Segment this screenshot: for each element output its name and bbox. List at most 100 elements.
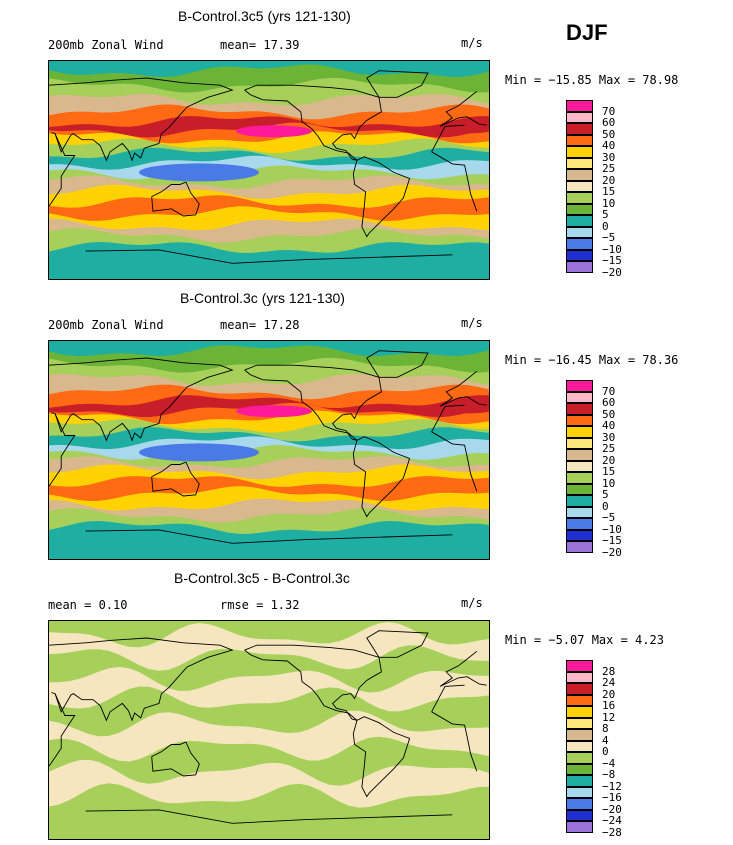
colorbar-main-label: −5 — [602, 231, 616, 244]
season-label: DJF — [566, 20, 608, 45]
colorbar-main-label: −10 — [602, 522, 622, 536]
colorbar-main-swatch — [566, 414, 593, 426]
colorbar-main-swatch — [566, 380, 593, 392]
colorbar-diff-label: −4 — [602, 756, 616, 770]
colorbar-main-label: 25 — [602, 162, 616, 175]
colorbar-main-label: 50 — [602, 127, 616, 141]
colorbar-diff-label: 4 — [602, 733, 609, 747]
colorbar-main-swatch — [566, 180, 593, 192]
easterly-region — [139, 163, 259, 182]
colorbar-main-label: 10 — [602, 476, 616, 490]
coastline — [366, 630, 429, 658]
panel-2-map — [48, 340, 490, 560]
map-canvas — [49, 61, 489, 279]
colorbar-main-swatch — [566, 249, 593, 261]
colorbar-main-label: −10 — [602, 242, 622, 256]
colorbar-main-swatch — [566, 169, 593, 181]
panel-3-minmax: Min = −5.07 Max = 4.23 — [505, 633, 664, 647]
colorbar-main-swatch — [566, 146, 593, 158]
colorbar-main-swatch — [566, 192, 593, 204]
colorbar-main-label: 60 — [602, 116, 616, 129]
panel-1-colorbar: 70 60 50 40 30 25 20 15 10 5 0 −5 −10 −15 −20 — [566, 100, 646, 280]
coastline — [366, 350, 429, 378]
panel-2-units: m/s — [461, 316, 483, 330]
panel-2-title: B-Control.3c (yrs 121-130) — [180, 290, 345, 306]
jet-maximum — [236, 405, 312, 418]
colorbar-main-label: −20 — [602, 545, 622, 559]
colorbar-main-swatch — [566, 226, 593, 238]
coastline — [151, 181, 200, 217]
colorbar-main-swatch — [566, 391, 593, 403]
colorbar-diff-swatch — [566, 786, 593, 798]
colorbar-diff-swatch — [566, 763, 593, 775]
coastline — [151, 461, 200, 497]
colorbar-main-label: −5 — [602, 511, 616, 524]
map-canvas — [49, 621, 489, 839]
contour-band — [49, 61, 489, 77]
panel-3-rmse: rmse = 1.32 — [220, 598, 300, 612]
colorbar-main-label: 40 — [602, 139, 616, 152]
colorbar-diff-label: −28 — [602, 825, 622, 839]
colorbar-diff-swatch — [566, 671, 593, 683]
colorbar-main-label: 15 — [602, 185, 616, 198]
colorbar-main-label: 30 — [602, 150, 616, 164]
colorbar-main-swatch — [566, 472, 593, 484]
panel-2-minmax: Min = −16.45 Max = 78.36 — [505, 353, 679, 367]
colorbar-diff-swatch — [566, 809, 593, 821]
jet-maximum — [236, 125, 312, 138]
colorbar-diff-swatch — [566, 660, 593, 672]
colorbar-main-label: 70 — [602, 104, 616, 118]
coastline — [49, 637, 487, 722]
colorbar-main-label: 70 — [602, 384, 616, 398]
colorbar-main-swatch — [566, 460, 593, 472]
colorbar-main-label: 30 — [602, 430, 616, 444]
colorbar-main-label: 10 — [602, 196, 616, 210]
colorbar-main-label: 60 — [602, 396, 616, 409]
panel-3-units: m/s — [461, 596, 483, 610]
panel-3-colorbar: 28 24 20 16 12 8 4 0 −4 −8 −12 −16 −20 −24 −28 — [566, 660, 646, 840]
coastline — [49, 357, 487, 442]
colorbar-main-swatch — [566, 506, 593, 518]
colorbar-diff-label: 20 — [602, 687, 616, 701]
colorbar-main-label: −15 — [602, 254, 622, 267]
colorbar-diff-label: 12 — [602, 710, 616, 724]
colorbar-main-label: 0 — [602, 219, 609, 233]
colorbar-diff-label: 8 — [602, 722, 609, 735]
colorbar-main-label: −15 — [602, 534, 622, 547]
colorbar-diff-label: −20 — [602, 802, 622, 816]
coastline — [244, 364, 382, 441]
colorbar-diff-swatch — [566, 717, 593, 729]
colorbar-diff-label: −16 — [602, 791, 622, 804]
colorbar-main-label: 50 — [602, 407, 616, 421]
map-canvas — [49, 341, 489, 559]
colorbar-main-swatch — [566, 518, 593, 530]
colorbar-main-swatch — [566, 541, 593, 553]
panel-2-colorbar: 70 60 50 40 30 25 20 15 10 5 0 −5 −10 −15 −20 — [566, 380, 646, 560]
panel-2-mean: mean= 17.28 — [220, 318, 300, 332]
coastline — [85, 529, 453, 544]
colorbar-diff-label: 0 — [602, 745, 609, 758]
colorbar-diff-label: 24 — [602, 676, 616, 689]
colorbar-main-swatch — [566, 203, 593, 215]
colorbar-main-swatch — [566, 111, 593, 123]
coastline — [151, 741, 200, 777]
panel-1-title: B-Control.3c5 (yrs 121-130) — [178, 8, 351, 24]
colorbar-main-swatch — [566, 495, 593, 507]
colorbar-main-swatch — [566, 403, 593, 415]
colorbar-main-label: 20 — [602, 173, 616, 187]
contour-band — [49, 341, 489, 357]
colorbar-diff-label: −24 — [602, 814, 622, 827]
coastline — [352, 436, 411, 518]
colorbar-main-swatch — [566, 215, 593, 227]
coastline — [49, 77, 487, 162]
colorbar-diff-swatch — [566, 798, 593, 810]
colorbar-main-swatch — [566, 437, 593, 449]
colorbar-main-swatch — [566, 261, 593, 273]
colorbar-main-label: 15 — [602, 465, 616, 478]
colorbar-diff-label: −12 — [602, 779, 622, 793]
colorbar-main-label: 25 — [602, 442, 616, 455]
panel-3-map — [48, 620, 490, 840]
panel-2-variable: 200mb Zonal Wind — [48, 318, 164, 332]
contour-band — [49, 621, 489, 648]
panel-1-minmax: Min = −15.85 Max = 78.98 — [505, 73, 679, 87]
